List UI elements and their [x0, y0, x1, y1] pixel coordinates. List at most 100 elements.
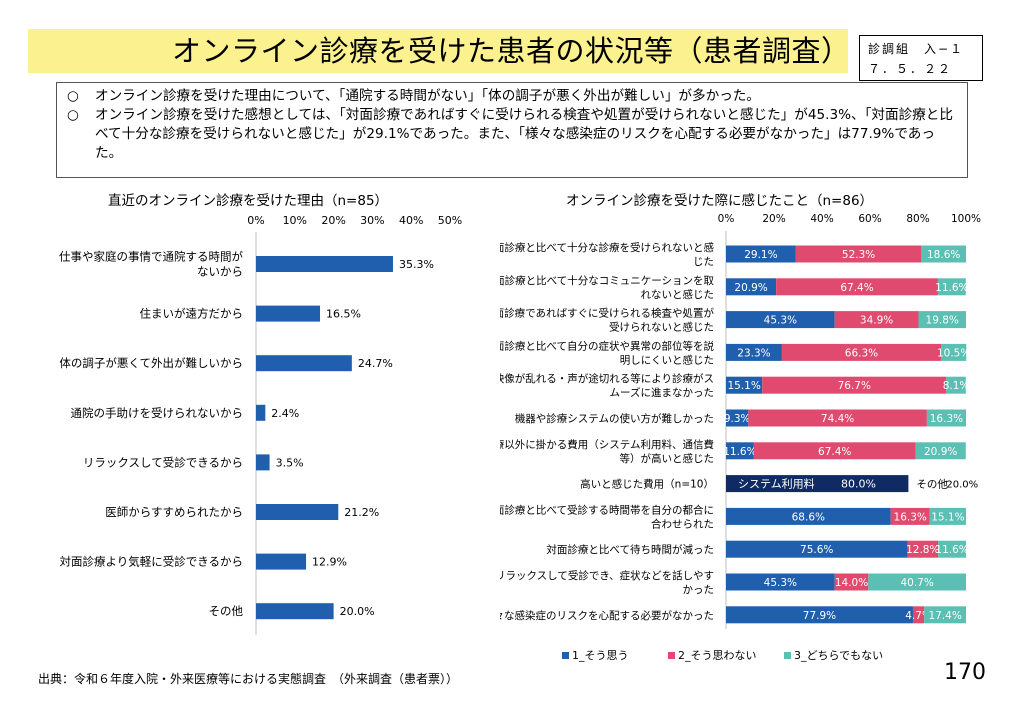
category-label: れないと感じた	[641, 288, 715, 301]
category-label: ないから	[197, 265, 243, 279]
summary-text: オンライン診療を受けた感想としては、「対面診療であればすぐに受けられる検査や処置…	[95, 107, 953, 161]
stacked-bar-segment	[795, 245, 922, 263]
legend-label: 1_そう思う	[572, 649, 629, 662]
x-tick-label: 100%	[951, 213, 981, 225]
segment-value-label: 11.6%	[935, 282, 968, 294]
bar-value-label: 2.4%	[271, 407, 299, 420]
segment-value-label: 40.7%	[900, 577, 933, 589]
stacked-bar-segment	[834, 573, 869, 591]
legend-label: 2_そう思わない	[678, 649, 757, 662]
stacked-bar-segment	[946, 376, 966, 394]
bar-value-label: 21.2%	[344, 506, 379, 519]
x-tick-label: 60%	[858, 213, 881, 225]
stacked-bar-segment	[726, 507, 891, 525]
x-tick-label: 80%	[906, 213, 929, 225]
stacked-bar-segment	[726, 245, 796, 263]
category-label: 医師からすすめられたから	[105, 505, 243, 519]
category-label: 対面診療と比べて受診する時間帯を自分の都合に	[500, 503, 714, 516]
page-title: オンライン診療を受けた患者の状況等（患者調査）	[172, 34, 851, 68]
bar	[256, 404, 266, 421]
category-label: 対面診療と比べて十分な診療を受けられないと感	[500, 241, 714, 254]
cost-segment-value: 80.0%	[841, 478, 876, 491]
segment-value-label: 11.6%	[935, 544, 968, 556]
category-label: 対面診療と比べて十分なコミュニケーションを取	[500, 274, 714, 287]
stacked-bar-segment	[726, 311, 835, 329]
segment-value-label: 45.3%	[764, 315, 797, 327]
summary-text: オンライン診療を受けた理由について、「通院する時間がない」「体の調子が悪く外出が…	[95, 88, 760, 104]
impressions-stacked-bar-chart: 0% 20% 40% 60% 80% 100% 対面診療と比べて十分な診療を受けられないと感…	[500, 213, 981, 662]
stacked-bar-segment	[918, 311, 966, 329]
category-label: 住まいが遠方だから	[140, 307, 244, 321]
category-label: 仕事や家庭の事情で通院する時間が	[59, 250, 243, 264]
segment-value-label: 11.6%	[723, 446, 756, 458]
bar	[256, 454, 270, 471]
right-chart-title: オンライン診療を受けた際に感じたこと（n=86）	[566, 193, 874, 209]
summary-bullet: ○	[67, 107, 79, 123]
document-meta-box: 診調組 入−１ ７．５．２２	[859, 35, 983, 81]
category-label: 通院の手助けを受けられないから	[71, 406, 244, 420]
x-tick-label: 30%	[360, 214, 384, 227]
stacked-bar-segment	[834, 311, 919, 329]
segment-value-label: 14.0%	[835, 577, 868, 589]
x-tick-label: 20%	[762, 213, 785, 225]
bar	[256, 504, 339, 520]
stacked-bar-segment	[941, 343, 967, 361]
category-label: 対面診療と比べて待ち時間が減った	[546, 543, 714, 556]
category-label: 明しにくいと感じた	[620, 353, 714, 366]
category-label: 診療以外に掛かる費用（システム利用料、通信費	[500, 438, 714, 451]
category-label: 様々な感染症のリスクを心配する必要がなかった	[500, 609, 714, 622]
summary-box: ○ オンライン診療を受けた理由について、「通院する時間がない」「体の調子が悪く外…	[56, 82, 968, 178]
stacked-bar-segment	[937, 278, 966, 296]
source-note: 出典：令和６年度入院・外来医療等における実態調査 （外来調査（患者票））	[38, 672, 459, 686]
stacked-bar-segment	[748, 409, 927, 427]
segment-value-label: 15.1%	[727, 380, 760, 392]
segment-value-label: 20.9%	[734, 282, 767, 294]
cost-segment-value: 20.0%	[946, 480, 978, 491]
stacked-bar-segment	[915, 442, 966, 460]
bar-value-label: 20.0%	[340, 605, 375, 618]
segment-value-label: 8.1%	[943, 380, 970, 392]
segment-value-label: 10.5%	[937, 347, 970, 359]
category-label: 等）が高いと感じた	[620, 452, 715, 465]
category-label: じた	[693, 256, 714, 268]
segment-value-label: 18.6%	[927, 249, 960, 261]
stacked-bar-segment	[924, 606, 966, 624]
segment-value-label: 52.3%	[842, 249, 875, 261]
stacked-bar-segment	[726, 343, 782, 361]
bar	[256, 305, 321, 322]
segment-value-label: 68.6%	[792, 511, 825, 523]
x-tick-label: 50%	[438, 214, 462, 227]
stacked-bar-segment	[907, 540, 939, 558]
stacked-bar-segment	[726, 409, 749, 427]
stacked-bar-segment	[726, 540, 908, 558]
segment-value-label: 45.3%	[764, 577, 797, 589]
bar-value-label: 35.3%	[399, 258, 434, 271]
summary-item: ○ オンライン診療を受けた感想としては、「対面診療であればすぐに受けられる検査や…	[67, 106, 957, 163]
x-tick-label: 40%	[810, 213, 833, 225]
segment-value-label: 9.3%	[724, 413, 751, 425]
x-tick-label: 0%	[247, 214, 264, 227]
bar	[256, 603, 334, 620]
stacked-bar-segment	[726, 573, 835, 591]
stacked-bar-segment	[726, 376, 763, 394]
segment-value-label: 67.4%	[818, 446, 851, 458]
category-label: 合わせられた	[651, 517, 714, 530]
category-label: その他	[209, 604, 244, 618]
category-label: リラックスして受診でき、症状などを話しやす	[500, 569, 714, 582]
category-label: 映像が乱れる・声が途切れる等により診療がス	[500, 372, 714, 385]
stacked-bar-segment	[926, 409, 966, 427]
stacked-bar-segment	[726, 278, 777, 296]
category-label: 対面診療より気軽に受診できるから	[59, 555, 243, 569]
segment-value-label: 75.6%	[800, 544, 833, 556]
title-band	[28, 29, 848, 73]
cost-segment-name: その他	[916, 478, 948, 491]
segment-value-label: 66.3%	[845, 347, 878, 359]
summary-bullet: ○	[67, 88, 79, 104]
segment-value-label: 67.4%	[840, 282, 873, 294]
segment-value-label: 29.1%	[744, 249, 777, 261]
category-label: ムーズに進まなかった	[610, 386, 714, 399]
segment-value-label: 76.7%	[838, 380, 871, 392]
cost-segment-name: システム利用料	[738, 477, 815, 491]
stacked-bar-segment	[938, 540, 966, 558]
stacked-bar-segment	[753, 442, 916, 460]
